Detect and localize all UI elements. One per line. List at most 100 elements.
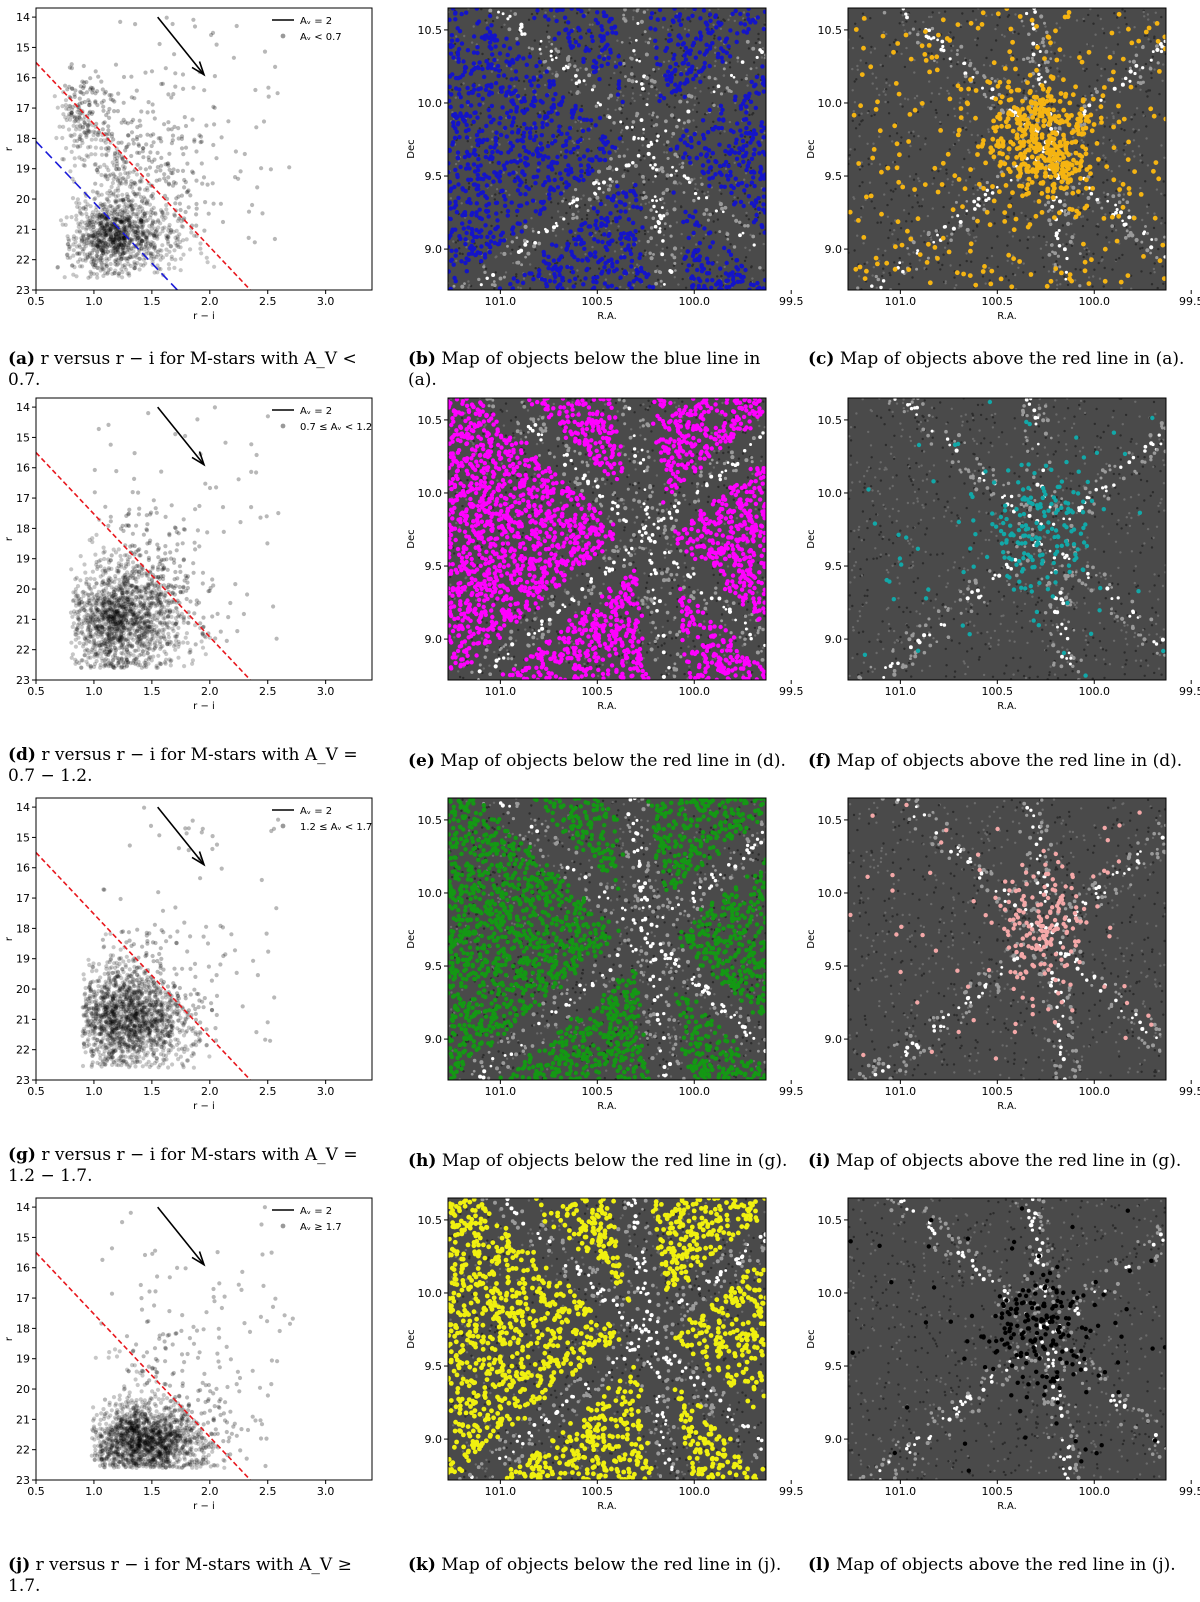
filament-star (622, 61, 626, 66)
data-point (108, 227, 113, 232)
field-star (755, 66, 758, 70)
field-star (515, 124, 519, 128)
data-point (100, 224, 105, 229)
data-point (77, 112, 82, 117)
data-point (171, 229, 176, 234)
data-point (93, 137, 98, 142)
overlay-point (619, 241, 624, 246)
data-point (159, 139, 164, 144)
field-star (598, 267, 601, 270)
data-point (111, 231, 116, 236)
data-point (133, 202, 138, 208)
overlay-point (605, 219, 610, 224)
field-star (1091, 152, 1094, 155)
data-point (165, 211, 170, 216)
field-star (1161, 79, 1164, 83)
data-point (85, 236, 90, 241)
field-star (1130, 118, 1133, 121)
filament-star (652, 156, 656, 160)
data-point (85, 214, 90, 220)
data-point (138, 123, 143, 128)
overlay-point (478, 190, 484, 196)
overlay-point (749, 180, 755, 185)
overlay-point (687, 213, 692, 219)
overlay-point (546, 110, 551, 116)
data-point (131, 226, 136, 231)
data-point (75, 197, 80, 202)
data-point (117, 234, 122, 239)
field-star (515, 171, 518, 174)
overlay-point (606, 55, 611, 60)
field-star (558, 52, 561, 56)
overlay-point (631, 242, 637, 247)
overlay-point (457, 29, 463, 34)
filament-star (544, 59, 548, 63)
overlay-point (564, 246, 569, 251)
data-point (126, 218, 131, 223)
overlay-point (744, 150, 749, 156)
overlay-point (748, 99, 754, 105)
data-point (166, 234, 171, 239)
overlay-point (683, 45, 689, 51)
overlay-point (448, 200, 452, 205)
field-star (713, 37, 716, 40)
overlay-point (474, 213, 479, 218)
data-point (94, 236, 99, 241)
data-point (117, 238, 122, 243)
field-star (760, 56, 764, 59)
field-star (974, 141, 977, 144)
overlay-point (718, 266, 723, 271)
data-point (67, 247, 72, 252)
overlay-point (538, 141, 543, 146)
data-point (133, 235, 138, 240)
overlay-point (552, 177, 557, 183)
data-point (63, 98, 69, 103)
data-point (152, 246, 157, 251)
data-point (110, 271, 115, 276)
field-star (935, 61, 939, 64)
data-point (85, 222, 90, 227)
data-point (108, 240, 113, 245)
data-point (103, 216, 108, 221)
field-star (542, 71, 546, 75)
data-point (96, 230, 101, 235)
data-point (118, 241, 123, 246)
data-point (154, 229, 159, 234)
data-point (164, 203, 169, 208)
overlay-point (740, 147, 746, 152)
data-point (81, 63, 86, 69)
data-point (121, 117, 126, 122)
overlay-point (476, 93, 481, 98)
overlay-point (534, 174, 540, 179)
overlay-point (588, 224, 593, 229)
field-star (1132, 139, 1136, 142)
overlay-point (673, 61, 679, 67)
field-star (573, 38, 576, 41)
field-star (616, 99, 619, 102)
data-point (91, 214, 96, 219)
field-star (620, 129, 624, 132)
field-star (485, 21, 488, 24)
overlay-point (599, 215, 604, 221)
field-star (689, 20, 692, 23)
filament-star (592, 84, 596, 89)
overlay-point (487, 44, 492, 49)
overlay-point (686, 235, 691, 241)
data-point (104, 230, 109, 235)
overlay-point (591, 275, 596, 281)
overlay-point (493, 142, 499, 147)
data-point (179, 224, 184, 229)
data-point (102, 231, 107, 236)
overlay-point (546, 266, 551, 271)
overlay-point (510, 286, 516, 290)
filament-star (650, 84, 654, 89)
data-point (99, 264, 104, 269)
field-star (888, 229, 892, 232)
data-point (119, 257, 124, 262)
field-star (455, 259, 458, 262)
overlay-point (594, 65, 599, 70)
data-point (69, 263, 75, 268)
overlay-point (522, 121, 527, 127)
filament-star (672, 207, 677, 212)
field-star (1022, 77, 1026, 81)
